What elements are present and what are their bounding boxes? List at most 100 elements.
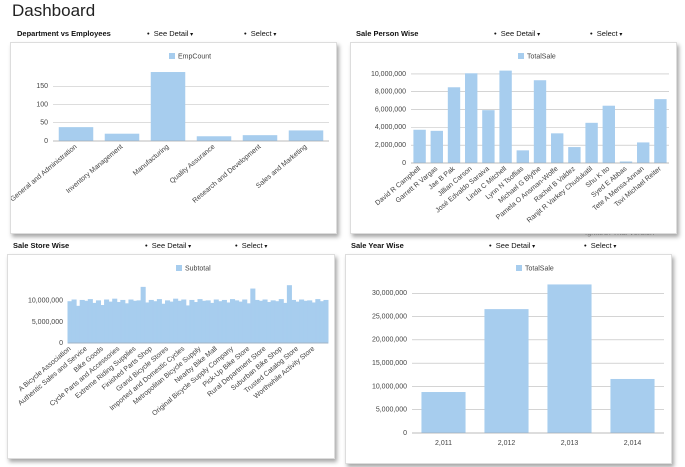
bar (71, 299, 77, 344)
y-tick-label: 20,000,000 (372, 337, 407, 344)
bar (242, 299, 248, 344)
y-tick-label: 0 (44, 138, 48, 145)
bar (610, 378, 655, 433)
panel-header: Sale Person Wise See Detail Select (356, 29, 666, 43)
bar (319, 301, 325, 344)
x-tick-label: 2,012 (498, 440, 516, 447)
bar (430, 130, 443, 163)
bar (221, 299, 227, 344)
bar (602, 105, 615, 163)
bar (140, 286, 146, 344)
see-detail-link[interactable]: See Detail (494, 29, 540, 38)
bar (193, 302, 199, 344)
bar (91, 302, 97, 344)
see-detail-link[interactable]: See Detail (489, 241, 535, 250)
legend-label: Subtotal (185, 265, 211, 272)
panel-title: Sale Year Wise (351, 241, 404, 250)
bar (295, 301, 301, 344)
chart-panel: TotalSale 0 5,000,000 10,000,000 15,000,000 2… (345, 254, 672, 464)
x-tick-label: Quality Assurance (169, 144, 217, 186)
bar (225, 302, 231, 344)
bar (120, 299, 126, 344)
bar (152, 301, 158, 344)
bar (254, 299, 260, 344)
bar (217, 301, 223, 344)
x-tick-label: Sales and Marketing (255, 144, 308, 190)
bar (547, 284, 592, 433)
y-tick-label: 5,000,000 (32, 319, 63, 326)
bar (213, 299, 219, 344)
legend-swatch (518, 53, 524, 59)
legend-label: TotalSale (527, 53, 556, 60)
bar (87, 299, 93, 344)
bar (209, 302, 215, 344)
bar (124, 303, 130, 344)
bar (499, 70, 512, 163)
chart: TotalSale 0 2,000,000 4,000,000 6,000,000 8,0… (371, 53, 669, 224)
y-tick-label: 10,000,000 (372, 383, 407, 390)
bar (242, 135, 278, 141)
panel-title: Department vs Employees (17, 29, 111, 38)
bar (177, 300, 183, 344)
bar (128, 299, 134, 344)
select-dropdown[interactable]: Select (235, 241, 267, 250)
bar (100, 304, 106, 344)
bar (95, 300, 101, 344)
legend-swatch (169, 53, 175, 59)
bar (205, 300, 211, 344)
select-dropdown[interactable]: Select (244, 29, 276, 38)
y-tick-label: 4,000,000 (375, 124, 406, 131)
bar (169, 301, 175, 344)
legend-label: TotalSale (525, 265, 554, 272)
bar (156, 299, 162, 344)
chart-panel: Subtotal 0 5,000,000 10,000,000 A Bicycle As… (7, 254, 335, 459)
bar (67, 301, 73, 344)
x-tick-label: 2,011 (435, 440, 452, 447)
y-tick-label: 2,000,000 (375, 142, 406, 149)
bar (258, 300, 264, 344)
y-tick-label: 8,000,000 (375, 89, 406, 96)
x-tick-label: 2,013 (561, 440, 579, 447)
bar (238, 301, 244, 344)
y-tick-label: 10,000,000 (28, 298, 63, 305)
see-detail-link[interactable]: See Detail (145, 241, 191, 250)
bar (482, 110, 495, 163)
bar (311, 302, 317, 344)
bar (136, 300, 142, 344)
bar (286, 285, 292, 344)
y-tick-label: 0 (59, 340, 63, 347)
bar (288, 130, 324, 141)
bar (484, 309, 529, 433)
bar (250, 288, 256, 344)
chart-panel: EmpCount 0 50 100 150 General and Administrat… (9, 42, 337, 234)
bar (83, 300, 89, 344)
bar (234, 300, 240, 344)
y-tick-label: 30,000,000 (372, 290, 407, 297)
bar (165, 300, 171, 344)
page-title: Dashboard (12, 1, 96, 20)
bar (197, 299, 203, 344)
select-dropdown[interactable]: Select (590, 29, 622, 38)
bar (148, 299, 154, 344)
bar (447, 87, 461, 163)
bar (160, 303, 166, 344)
bar (196, 136, 232, 141)
chart: TotalSale 0 5,000,000 10,000,000 15,000,000 2… (372, 265, 664, 447)
bar (654, 99, 667, 163)
select-dropdown[interactable]: Select (584, 241, 616, 250)
y-tick-label: 15,000,000 (372, 360, 407, 367)
bar (181, 299, 187, 344)
bar (307, 300, 313, 344)
bar (150, 72, 186, 141)
panel-title: Sale Person Wise (356, 29, 419, 38)
panel-header: Sale Store Wise See Detail Select (13, 241, 323, 255)
bar (185, 305, 191, 344)
see-detail-link[interactable]: See Detail (147, 29, 193, 38)
bar (274, 301, 280, 344)
bar (303, 300, 309, 344)
bar (262, 299, 268, 344)
bar (465, 73, 478, 163)
